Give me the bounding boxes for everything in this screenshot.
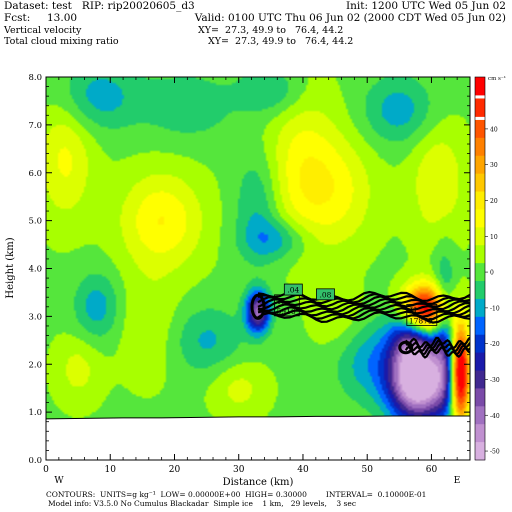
colorbar-swatch [475, 98, 485, 117]
colorbar-frame [474, 76, 486, 461]
colorbar-swatch [475, 281, 485, 300]
x-tick-label: 50 [361, 465, 373, 475]
x-tick-label: 30 [233, 465, 245, 475]
extremum-kind: H [278, 297, 285, 306]
contour-label: .08 [316, 288, 335, 301]
cloud-contour [257, 295, 470, 308]
y-tick-label: 3.0 [28, 312, 42, 322]
y-axis: 0.0 1.0 2.0 3.0 4.0 5.0 6.0 7.0 8.0 [28, 73, 470, 466]
colorbar-tick-label: -30 [490, 377, 500, 384]
colorbar-swatch [475, 406, 485, 425]
colorbar-tick-label: -20 [490, 341, 500, 348]
extremum-value: 17879 [409, 316, 433, 325]
contour-label-text: .08 [319, 290, 331, 299]
cloud-contour [257, 308, 470, 321]
y-tick-label: 4.0 [28, 265, 42, 275]
x-axis: 0 10 20 30 40 50 60 [43, 77, 458, 475]
dataset-label: Dataset: test RIP: rip20020605_d3 [4, 0, 195, 12]
field-1-xy: XY= 27.3, 49.9 to 76.4, 44.2 [198, 25, 344, 36]
vertical-velocity-field [46, 77, 470, 460]
contour-label-text: .04 [287, 286, 299, 295]
colorbar-swatch [475, 388, 485, 407]
cloud-contour [404, 345, 470, 359]
x-tick-label: 60 [426, 465, 438, 475]
colorbar-tick-label: 30 [490, 162, 498, 169]
colorbar-swatch [475, 316, 485, 336]
x-tick-label: 10 [105, 465, 117, 475]
colorbar-swatch [475, 209, 485, 228]
colorbar-swatch [475, 191, 485, 210]
model-info: Model info: V3.5.0 No Cumulus Blackadar … [48, 499, 357, 508]
y-tick-label: 6.0 [28, 169, 42, 179]
colorbar-tick-label: 20 [490, 198, 498, 205]
contour-labels: .04 .08 [283, 283, 335, 301]
valid-time: Valid: 0100 UTC Thu 06 Jun 02 (2000 CDT … [194, 12, 506, 24]
colorbar-swatch [475, 119, 485, 139]
endpoint-left: W [54, 476, 64, 486]
colorbar-swatch [475, 263, 485, 282]
endpoint-right: E [454, 476, 461, 486]
colorbar-swatch [475, 442, 485, 461]
colorbar-swatch [475, 424, 485, 443]
cloud-contour [405, 342, 470, 356]
field-2-xy: XY= 27.3, 49.9 to 76.4, 44.2 [208, 36, 354, 47]
cloud-contour-cap [250, 293, 266, 320]
contour-label: .04 [283, 283, 303, 296]
colorbar-tick-label: -10 [490, 305, 500, 312]
forecast-hour: Fcst: 13.00 [4, 12, 78, 24]
extremum-box [406, 304, 438, 326]
colorbar-tick-label: 40 [490, 126, 498, 133]
terrain-underground [46, 415, 470, 460]
y-axis-title: Height (km) [5, 237, 16, 298]
extremum-value: 5916 [277, 307, 296, 316]
colorbar-swatch [475, 298, 485, 318]
field-2-label: Total cloud mixing ratio [4, 36, 119, 47]
x-tick-label: 40 [297, 465, 309, 475]
cloud-contour [257, 297, 470, 311]
init-time: Init: 1200 UTC Wed 05 Jun 02 [346, 0, 506, 12]
colorbar-tick-label: 10 [490, 234, 498, 241]
x-tick-label: 0 [43, 465, 49, 475]
field-1-label: Vertical velocity [4, 25, 82, 36]
contour-info: CONTOURS: UNITS=g kg⁻¹ LOW= 0.00000E+00 … [46, 490, 427, 499]
colorbar-swatch [475, 227, 485, 246]
y-tick-label: 0.0 [28, 456, 42, 466]
y-tick-label: 2.0 [28, 360, 42, 370]
colorbar-tick-label: 0 [490, 270, 494, 277]
colorbar-swatch [475, 77, 485, 96]
colorbar-swatch [475, 334, 485, 354]
colorbar-swatch [475, 173, 485, 193]
colorbar-tick-label: -40 [490, 413, 500, 420]
y-tick-label: 7.0 [28, 121, 42, 131]
x-tick-label: 20 [169, 465, 181, 475]
colorbar: 40 30 20 10 0 -10 -20 -30 -40 -50 [474, 76, 500, 461]
y-tick-label: 1.0 [28, 408, 42, 418]
y-tick-label: 8.0 [28, 73, 42, 83]
colorbar-swatch [475, 137, 485, 157]
x-axis-title: Distance (km) [223, 477, 294, 488]
colorbar-unit: cm s⁻¹ [488, 75, 506, 82]
colorbar-swatch [475, 352, 485, 372]
colorbar-swatch [475, 245, 485, 264]
contour-label-box [316, 288, 335, 301]
cloud-contour [404, 336, 470, 350]
cloud-contour [257, 292, 470, 305]
y-tick-label: 5.0 [28, 217, 42, 227]
colorbar-swatch [475, 155, 485, 175]
colorbar-tick-label: -50 [490, 449, 500, 456]
contour-label-box [283, 283, 303, 296]
extremum-kind: H [410, 306, 417, 315]
colorbar-swatch [475, 370, 485, 389]
cloud-contour-cap [398, 340, 414, 355]
